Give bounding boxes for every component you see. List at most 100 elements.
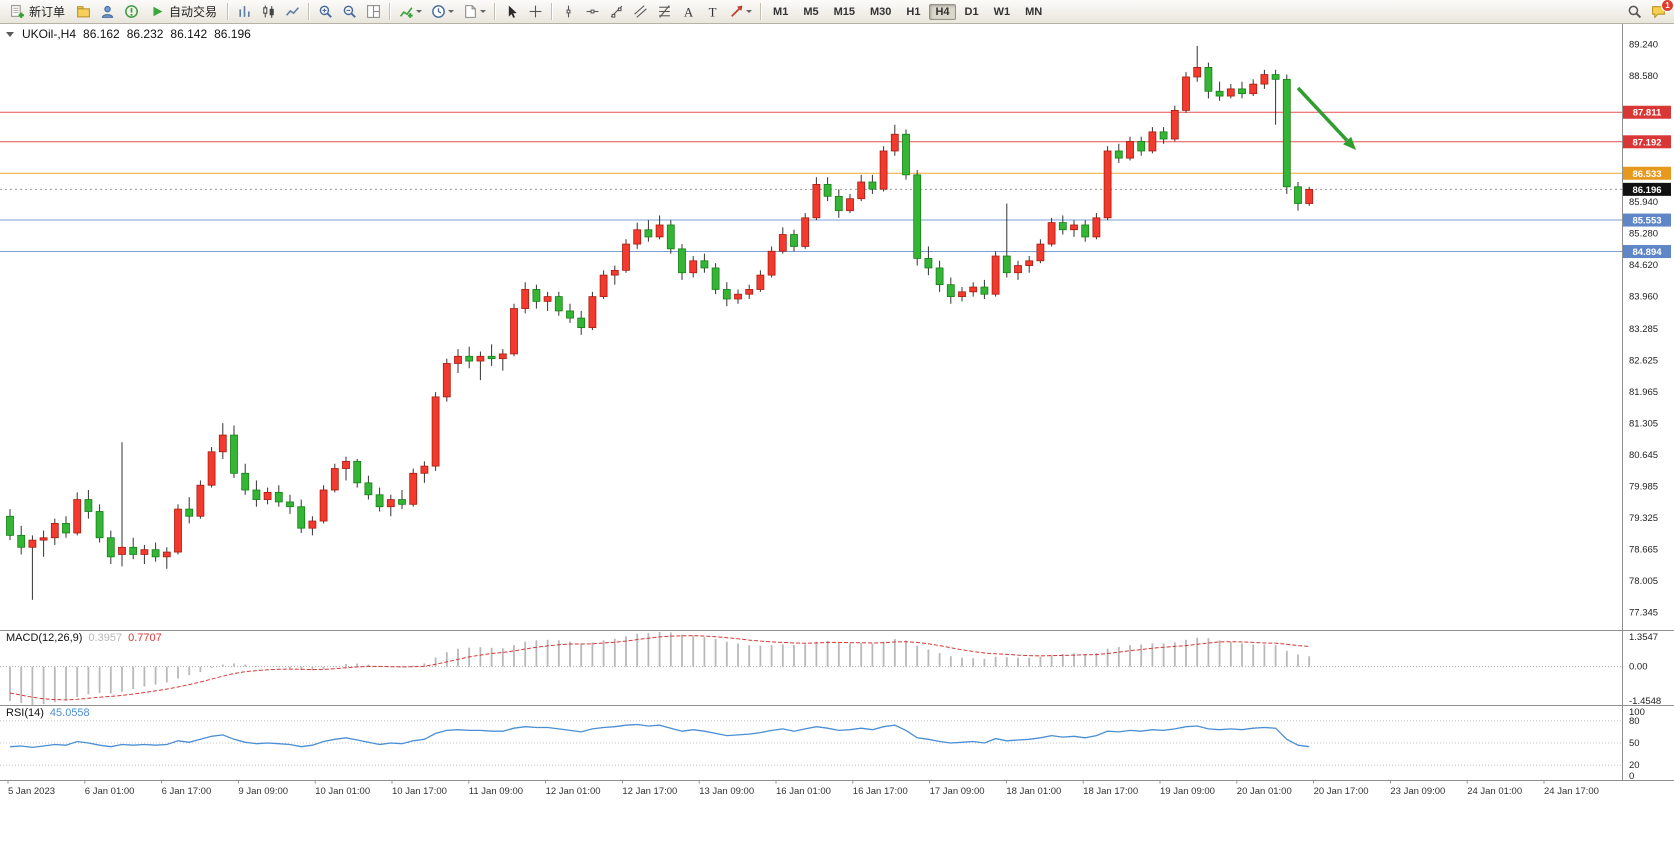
data-window-button[interactable] [96,2,119,21]
cursor-tool[interactable] [500,2,523,21]
cursor-icon [504,4,519,19]
time-tick-label: 19 Jan 09:00 [1160,786,1215,797]
charts-window-button[interactable] [72,2,95,21]
candle [1170,105,1179,142]
timeframe-h4[interactable]: H4 [929,3,956,20]
svg-text:86.533: 86.533 [1632,169,1661,180]
time-axis[interactable]: 5 Jan 2023 6 Jan 01:00 6 Jan 17:00 9 Jan 09… [7,780,1599,798]
candle [622,239,630,273]
candle [129,537,138,560]
candle [1159,127,1168,144]
time-tick-label: 24 Jan 01:00 [1467,786,1522,797]
candle [644,220,653,242]
rsi-tick-label: 100 [1629,707,1645,718]
timeframe-m15[interactable]: M15 [833,5,855,18]
svg-text:A: A [684,5,694,19]
candle [610,265,619,285]
candle [274,485,283,507]
rsi-value: 45.0558 [49,707,90,719]
price-chip-84.894: 84.894 [1623,245,1671,259]
zoom-in-icon [318,4,333,19]
bar-chart-button[interactable] [233,2,256,21]
candle [554,291,563,316]
autotrading-button[interactable]: 自动交易 [144,1,223,22]
timeframe-m30[interactable]: M30 [870,5,892,18]
main-chart-panel[interactable] [0,45,1622,600]
candle [980,279,989,299]
label-tool[interactable]: T [701,2,724,21]
fibonacci-tool[interactable] [653,2,676,21]
candle [588,291,597,331]
indicator-icon [399,4,414,19]
templates-button[interactable] [459,2,490,21]
candle [510,303,518,357]
time-tick-label: 24 Jan 17:00 [1544,786,1599,797]
timeframe-m5[interactable]: M5 [803,5,819,18]
rsi-line [9,723,1310,749]
timeframe-d1[interactable]: D1 [964,5,979,18]
bar-open-value: 86.162 [83,27,120,41]
timeframe-mn[interactable]: MN [1025,5,1043,18]
time-tick-label: 13 Jan 09:00 [699,786,754,797]
candle [1036,239,1045,264]
candle [17,525,26,555]
new-order-button-label: 新订单 [29,5,66,19]
notifications-button[interactable]: 1 [1647,0,1674,21]
alerts-button[interactable] [120,2,143,21]
timeframe-m1[interactable]: M1 [773,5,789,18]
zoom-out-button[interactable] [338,2,361,21]
search-button[interactable] [1623,2,1646,21]
horizontal-level-lines[interactable] [0,111,1622,253]
vertical-line-tool[interactable] [557,2,580,21]
timeframe-w1[interactable]: W1 [993,5,1011,18]
candle [633,222,642,249]
autotrading-button-label: 自动交易 [169,5,218,19]
periods-button[interactable] [427,2,458,21]
price-chip-86.533: 86.533 [1623,166,1671,180]
svg-text:87.192: 87.192 [1632,137,1661,148]
macd-indicator-label: MACD(12,26,9) 0.3957 0.7707 [6,632,162,644]
tline-icon [609,4,624,19]
candle [1238,81,1246,99]
candle [95,504,104,543]
toolbar-separator [551,3,554,20]
candle [722,282,731,307]
labelT-icon: T [705,4,720,19]
macd-main-value: 0.3957 [88,632,123,644]
one-click-trading-toggle[interactable] [6,31,14,37]
horizontal-line-tool[interactable] [581,2,604,21]
rsi-panel[interactable] [0,720,1622,766]
channel-tool[interactable] [629,2,652,21]
candlestick-chart-button[interactable] [257,2,280,21]
candle [431,392,440,471]
template-icon [463,4,478,19]
macd-panel[interactable] [0,631,1622,705]
indicators-button[interactable] [395,2,426,21]
price-axis[interactable]: 89.240 88.580 85.940 85.280 84.620 83.960 83.2… [1622,22,1672,782]
time-tick-label: 5 Jan 2023 [8,786,55,797]
time-tick-label: 18 Jan 01:00 [1006,786,1061,797]
text-tool[interactable]: A [677,2,700,21]
candle [84,489,93,519]
trendline-tool[interactable] [605,2,628,21]
rsi-tick-label: 80 [1629,716,1640,727]
candle [6,509,14,541]
price-tick-label: 77.345 [1629,608,1658,619]
candle [890,124,899,156]
tile-windows-button[interactable] [362,2,385,21]
candle [308,516,317,536]
price-chip-85.553: 85.553 [1623,213,1671,227]
zoom-in-button[interactable] [314,2,337,21]
candle [364,475,373,500]
price-tick-label: 85.280 [1629,229,1658,240]
tile-icon [366,4,381,19]
time-tick-label: 10 Jan 01:00 [315,786,370,797]
objects-tool[interactable] [725,2,756,21]
svg-text:T: T [709,5,717,19]
new-order-button[interactable]: 新订单 [4,1,71,22]
trend-arrow-annotation[interactable] [1296,86,1356,150]
line-chart-button[interactable] [281,2,304,21]
crosshair-tool[interactable] [524,2,547,21]
timeframe-h1[interactable]: H1 [906,5,921,18]
